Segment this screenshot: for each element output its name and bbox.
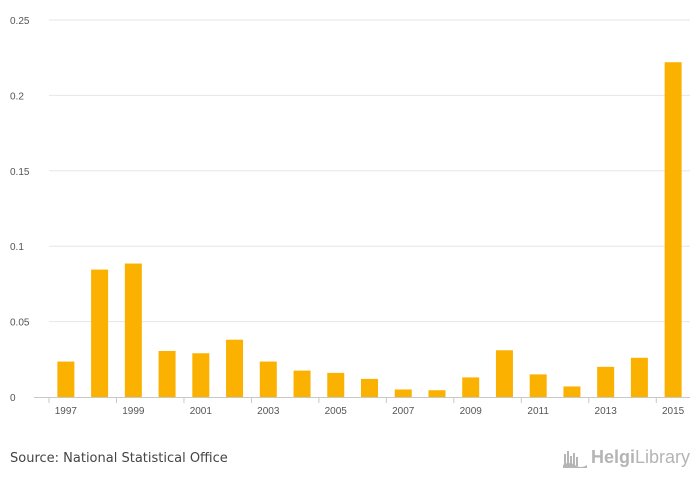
bar bbox=[462, 377, 480, 397]
x-tick-label: 2001 bbox=[190, 406, 213, 417]
bar bbox=[664, 62, 682, 397]
helgi-library-logo: HelgiLibrary bbox=[562, 447, 690, 468]
bar bbox=[226, 339, 244, 397]
x-tick-label: 2009 bbox=[460, 406, 483, 417]
bar bbox=[327, 372, 345, 397]
bar bbox=[57, 361, 75, 397]
y-tick-label: 0.1 bbox=[10, 242, 24, 253]
x-tick-label: 1999 bbox=[122, 406, 145, 417]
logo-text-bold: Helgi bbox=[590, 447, 635, 467]
x-tick-label: 2015 bbox=[662, 406, 685, 417]
logo-text-light: Library bbox=[634, 447, 690, 467]
bar bbox=[563, 386, 581, 397]
x-tick-label: 2013 bbox=[595, 406, 618, 417]
x-tick-label: 2003 bbox=[257, 406, 280, 417]
bar bbox=[91, 269, 109, 397]
bar bbox=[192, 353, 210, 397]
bar bbox=[529, 374, 547, 397]
x-tick-label: 2005 bbox=[325, 406, 348, 417]
library-logo-icon bbox=[562, 450, 587, 468]
bar-chart: 0 0.05 0.1 0.15 0.2 0.25 1997 1999 2001 2003 2005… bbox=[10, 16, 690, 417]
bar bbox=[158, 351, 176, 397]
bar bbox=[293, 370, 311, 397]
bar bbox=[124, 263, 142, 397]
bars bbox=[57, 62, 682, 397]
y-axis-labels: 0 0.05 0.1 0.15 0.2 0.25 bbox=[10, 16, 30, 404]
bar bbox=[394, 389, 412, 397]
bar bbox=[259, 361, 277, 397]
x-tick-label: 2007 bbox=[392, 406, 415, 417]
source-note: Source: National Statistical Office bbox=[10, 451, 228, 466]
bar bbox=[428, 390, 446, 397]
x-axis bbox=[34, 397, 690, 403]
logo-text: HelgiLibrary bbox=[591, 447, 690, 468]
grid-lines bbox=[49, 19, 690, 323]
bar bbox=[597, 366, 615, 397]
y-tick-label: 0 bbox=[10, 393, 16, 404]
x-axis-labels: 1997 1999 2001 2003 2005 2007 2009 2011 2013 2015 bbox=[55, 406, 685, 417]
y-tick-label: 0.15 bbox=[10, 167, 30, 178]
x-tick-label: 1997 bbox=[55, 406, 78, 417]
y-tick-label: 0.2 bbox=[10, 91, 24, 102]
y-tick-label: 0.05 bbox=[10, 318, 30, 329]
bar bbox=[495, 350, 513, 397]
bar bbox=[361, 378, 378, 397]
y-tick-label: 0.25 bbox=[10, 16, 30, 27]
bar bbox=[630, 357, 648, 397]
x-tick-label: 2011 bbox=[527, 406, 549, 417]
